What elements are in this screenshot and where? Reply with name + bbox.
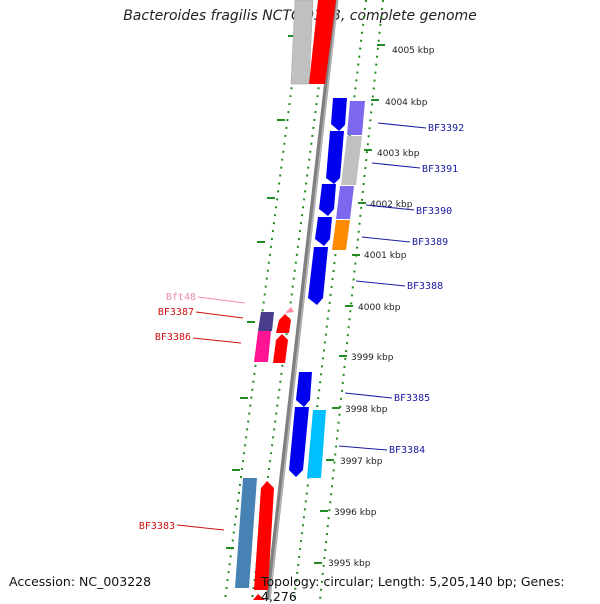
tick-label: 3997 kbp (340, 457, 383, 467)
gene-label-bft48: Bft48 (166, 292, 196, 303)
genome-backbone (265, 0, 339, 600)
gene-cyan (307, 410, 326, 478)
gene-lavender (336, 186, 354, 219)
label-leaders-left (176, 311, 244, 531)
gene-blue (319, 184, 336, 216)
gene-label-bf3387: BF3387 (158, 307, 194, 318)
gene-blue (331, 98, 347, 131)
gene-red-small (276, 314, 291, 333)
tick-label: 3999 kbp (351, 353, 394, 363)
tick-label: 3995 kbp (328, 559, 371, 569)
gene-label-bf3383: BF3383 (139, 521, 175, 532)
gene-steelblue (235, 478, 257, 588)
label-leader-bft48 (197, 296, 246, 304)
gene-red-bottom (253, 594, 265, 600)
gene-blue (289, 407, 309, 477)
gene-label-bf3384: BF3384 (389, 445, 425, 456)
gene-pink (254, 331, 271, 362)
gene-label-bf3388: BF3388 (407, 281, 443, 292)
tick-label: 4003 kbp (377, 149, 420, 159)
tick-label: 4005 kbp (392, 46, 435, 56)
gene-label-bf3385: BF3385 (394, 393, 430, 404)
genome-backbone-highlight (268, 0, 339, 600)
gene-blue (308, 247, 328, 305)
accession-label: Accession: NC_003228 (9, 574, 152, 589)
gene-grey (341, 136, 362, 185)
tick-label: 4001 kbp (364, 251, 407, 261)
gene-navy (258, 312, 274, 331)
gene-red-top (309, 0, 336, 84)
gene-lavender (347, 101, 365, 135)
gene-label-bf3389: BF3389 (412, 237, 448, 248)
left-guide-outer (224, 0, 304, 600)
gene-label-bf3390: BF3390 (416, 206, 452, 217)
gene-label-bf3392: BF3392 (428, 123, 464, 134)
gene-orange (332, 220, 350, 250)
tick-label: 3996 kbp (334, 508, 377, 518)
gene-blue (296, 372, 312, 407)
label-leaders-right (338, 122, 427, 451)
gene-grey-top (290, 0, 314, 85)
gene-blue (315, 217, 332, 246)
tick-label: 4004 kbp (385, 98, 428, 108)
gene-blue (326, 131, 344, 184)
gene-red (254, 481, 274, 590)
tick-label: 4000 kbp (358, 303, 401, 313)
gene-pink-small (285, 307, 294, 313)
gene-label-bf3386: BF3386 (155, 332, 191, 343)
gene-red-small (273, 334, 288, 363)
tick-label: 3998 kbp (345, 405, 388, 415)
gene-label-bf3391: BF3391 (422, 164, 458, 175)
tick-label: 4002 kbp (370, 200, 413, 210)
